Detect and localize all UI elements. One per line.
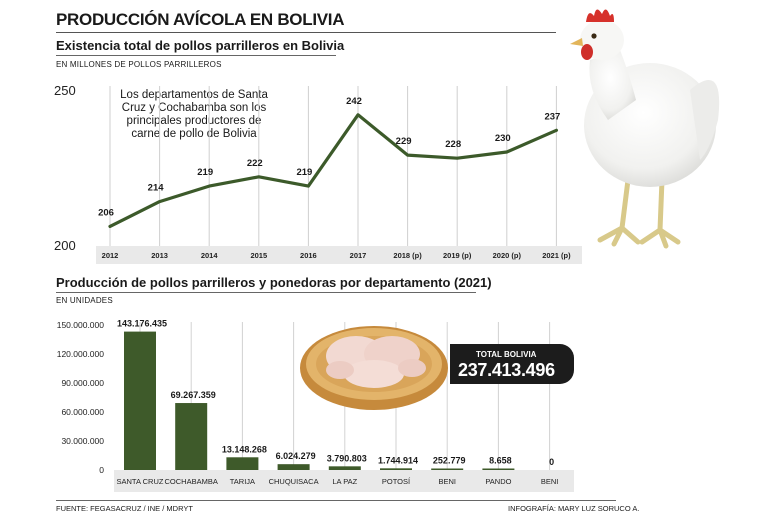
line-xtick-label: 2021 (p) <box>542 251 571 260</box>
line-data-label: 222 <box>247 158 263 169</box>
bar-value-label: 69.267.359 <box>171 390 216 400</box>
line-xaxis-band <box>96 246 582 264</box>
line-xtick-label: 2012 <box>102 251 119 260</box>
bar-category-label: BENI <box>438 477 456 486</box>
line-xtick-label: 2017 <box>350 251 367 260</box>
bar-ytick-label: 150.000.000 <box>57 320 105 330</box>
line-data-label: 219 <box>197 167 213 178</box>
line-series <box>108 113 559 228</box>
bar-ytick-label: 90.000.000 <box>61 378 104 388</box>
line-xtick-label: 2016 <box>300 251 317 260</box>
line-ytick-label: 200 <box>54 238 76 253</box>
line-chart-note: Los departamentos de Santa Cruz y Cochab… <box>120 89 268 140</box>
title-rule <box>56 32 556 34</box>
line-data-label: 219 <box>296 167 312 178</box>
bar-ytick-label: 0 <box>99 465 104 475</box>
bar-category-label: CHUQUISACA <box>269 477 319 486</box>
bar-ytick-label: 120.000.000 <box>57 349 105 359</box>
bar-chart-unit: EN UNIDADES <box>56 296 113 305</box>
bar-value-label: 0 <box>549 457 554 467</box>
line-data-label: 230 <box>495 133 511 144</box>
footer-source: FUENTE: FEGASACRUZ / INE / MDRYT <box>56 504 193 513</box>
bar <box>124 331 156 470</box>
bar-ytick-label: 30.000.000 <box>61 436 104 446</box>
line-title-rule <box>56 55 336 56</box>
bar-chart-title: Producción de pollos parrilleros y poned… <box>56 275 492 290</box>
bar-category-label: COCHABAMBA <box>165 477 218 486</box>
main-title: PRODUCCIÓN AVÍCOLA EN BOLIVIA <box>56 10 345 29</box>
line-data-label: 214 <box>148 183 165 194</box>
line-data-label: 242 <box>346 96 362 107</box>
line-chart-title: Existencia total de pollos parrilleros e… <box>56 38 345 53</box>
line-xtick-label: 2014 <box>201 251 219 260</box>
footer-credit: INFOGRAFÍA: MARY LUZ SORUCO A. <box>508 504 640 513</box>
line-chart-unit: EN MILLONES DE POLLOS PARRILLEROS <box>56 60 222 69</box>
line-xtick-label: 2013 <box>151 251 168 260</box>
line-data-label: 228 <box>445 139 461 150</box>
total-value: 237.413.496 <box>458 360 555 380</box>
line-xtick-label: 2018 (p) <box>393 251 422 260</box>
line-data-label: 237 <box>544 111 560 122</box>
line-ytick-label: 250 <box>54 83 76 98</box>
bar-ytick-label: 60.000.000 <box>61 407 104 417</box>
bar <box>380 468 412 470</box>
bar-category-label: SANTA CRUZ <box>117 477 164 486</box>
line-data-label: 206 <box>98 207 114 218</box>
bar-category-label: BENI <box>541 477 559 486</box>
bar-value-label: 6.024.279 <box>276 451 316 461</box>
chicken-illustration <box>570 9 720 249</box>
bar-category-label: LA PAZ <box>332 477 357 486</box>
total-label: TOTAL BOLIVIA <box>476 350 537 359</box>
bar-category-label: PANDO <box>485 477 511 486</box>
bar-category-label: TARIJA <box>230 477 255 486</box>
total-bolivia-box: TOTAL BOLIVIA 237.413.496 <box>450 344 574 384</box>
bar <box>277 464 310 470</box>
bar <box>328 466 361 470</box>
bar-value-label: 13.148.268 <box>222 444 267 454</box>
bar-value-label: 3.790.803 <box>327 453 367 463</box>
line-xtick-label: 2015 <box>250 251 267 260</box>
bar <box>431 468 464 470</box>
bar <box>482 468 515 470</box>
bar <box>226 457 259 470</box>
bar-title-rule <box>56 292 476 293</box>
bar-category-label: POTOSÍ <box>382 477 411 486</box>
bar-value-label: 143.176.435 <box>117 319 167 329</box>
raw-chicken-plate-illustration <box>300 326 448 410</box>
bar-value-label: 252.779 <box>433 456 466 466</box>
bar-value-label: 8.658 <box>489 456 512 466</box>
line-data-label: 229 <box>396 136 412 147</box>
bar-value-label: 1.744.914 <box>378 455 418 465</box>
bar <box>175 403 208 470</box>
line-xtick-label: 2019 (p) <box>443 251 472 260</box>
footer-rule <box>56 500 616 501</box>
line-xtick-label: 2020 (p) <box>493 251 522 260</box>
bar-xaxis-band <box>114 470 574 492</box>
